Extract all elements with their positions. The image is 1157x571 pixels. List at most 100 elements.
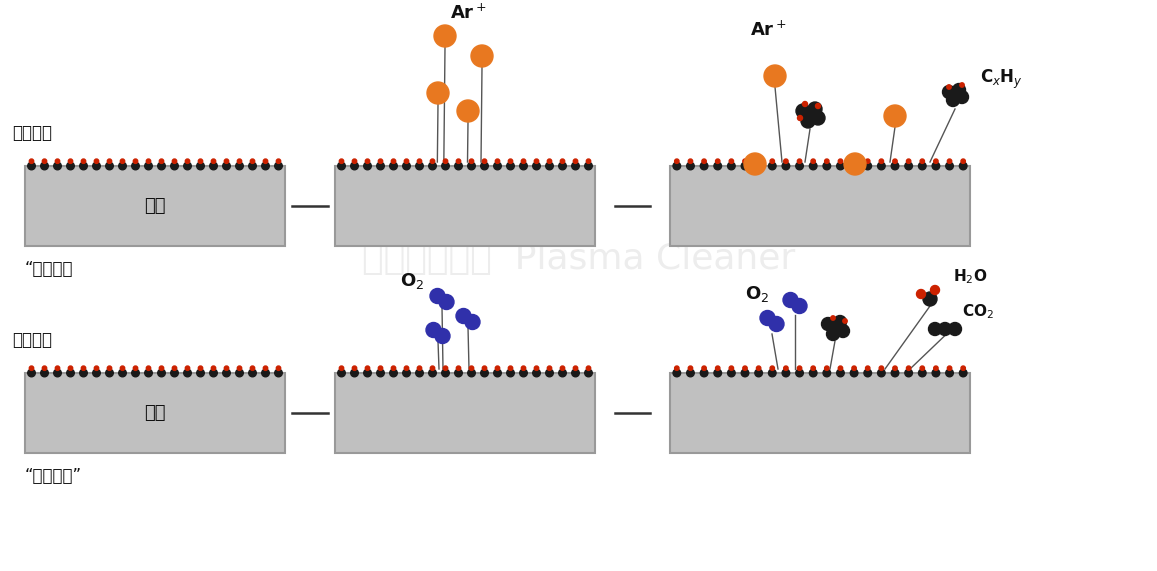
Circle shape — [879, 366, 884, 371]
Text: 有机残留: 有机残留 — [12, 124, 52, 142]
Circle shape — [714, 162, 722, 170]
Circle shape — [837, 162, 845, 170]
Circle shape — [546, 369, 553, 377]
Circle shape — [945, 162, 953, 170]
Circle shape — [675, 366, 679, 371]
Circle shape — [81, 159, 86, 163]
Circle shape — [29, 366, 34, 371]
Circle shape — [95, 159, 98, 163]
Text: Ar$^+$: Ar$^+$ — [450, 3, 487, 23]
Circle shape — [546, 162, 553, 170]
Text: “化学反应”: “化学反应” — [25, 467, 82, 485]
Circle shape — [852, 366, 856, 371]
Circle shape — [559, 369, 566, 377]
Circle shape — [823, 162, 831, 170]
Circle shape — [877, 369, 885, 377]
Circle shape — [56, 159, 60, 163]
Circle shape — [948, 366, 952, 371]
Circle shape — [171, 162, 178, 170]
Circle shape — [184, 369, 191, 377]
Circle shape — [796, 162, 803, 170]
Circle shape — [377, 162, 384, 170]
Circle shape — [80, 162, 87, 170]
Circle shape — [434, 25, 456, 47]
Circle shape — [850, 162, 857, 170]
Circle shape — [471, 45, 493, 67]
Circle shape — [93, 369, 101, 377]
Circle shape — [442, 369, 449, 377]
Circle shape — [783, 159, 788, 163]
Circle shape — [961, 159, 965, 163]
Circle shape — [120, 366, 125, 371]
Circle shape — [212, 366, 215, 371]
Circle shape — [185, 366, 190, 371]
Circle shape — [338, 162, 345, 170]
Circle shape — [430, 159, 435, 163]
Circle shape — [146, 366, 150, 371]
Circle shape — [40, 162, 49, 170]
Circle shape — [810, 369, 817, 377]
Text: C$_x$H$_y$: C$_x$H$_y$ — [980, 68, 1023, 91]
Circle shape — [415, 162, 423, 170]
Circle shape — [224, 366, 229, 371]
Circle shape — [797, 366, 802, 371]
Circle shape — [673, 162, 680, 170]
Circle shape — [714, 369, 722, 377]
Circle shape — [197, 162, 205, 170]
Circle shape — [933, 369, 939, 377]
Circle shape — [535, 366, 539, 371]
Circle shape — [700, 162, 708, 170]
Circle shape — [930, 286, 939, 295]
Circle shape — [430, 366, 435, 371]
Circle shape — [132, 162, 139, 170]
Circle shape — [729, 366, 734, 371]
Circle shape — [961, 366, 965, 371]
Circle shape — [508, 159, 513, 163]
Circle shape — [185, 159, 190, 163]
Circle shape — [403, 369, 411, 377]
Circle shape — [811, 159, 816, 163]
Circle shape — [507, 369, 515, 377]
Bar — [670, 166, 970, 246]
Circle shape — [729, 159, 734, 163]
Bar — [25, 373, 285, 453]
Circle shape — [390, 162, 397, 170]
Circle shape — [839, 159, 842, 163]
Circle shape — [133, 366, 138, 371]
Circle shape — [728, 162, 735, 170]
Circle shape — [831, 316, 835, 320]
Circle shape — [429, 162, 436, 170]
Circle shape — [865, 159, 870, 163]
Circle shape — [415, 369, 423, 377]
Circle shape — [442, 162, 449, 170]
Circle shape — [93, 162, 101, 170]
Circle shape — [547, 159, 552, 163]
Circle shape — [574, 366, 577, 371]
Text: O$_2$: O$_2$ — [400, 271, 425, 291]
Circle shape — [418, 366, 421, 371]
Circle shape — [28, 369, 36, 377]
Circle shape — [744, 153, 766, 175]
Text: H$_2$O: H$_2$O — [953, 267, 987, 286]
Circle shape — [456, 366, 460, 371]
Bar — [25, 166, 285, 246]
Circle shape — [673, 369, 680, 377]
Circle shape — [850, 369, 857, 377]
Circle shape — [797, 115, 803, 120]
Circle shape — [754, 369, 762, 377]
Circle shape — [160, 159, 163, 163]
Circle shape — [920, 159, 924, 163]
Circle shape — [120, 159, 125, 163]
Circle shape — [879, 159, 884, 163]
Circle shape — [893, 366, 897, 371]
Circle shape — [686, 162, 694, 170]
Circle shape — [715, 159, 720, 163]
Circle shape — [560, 366, 565, 371]
Circle shape — [797, 159, 802, 163]
Circle shape — [494, 162, 501, 170]
Circle shape — [905, 162, 913, 170]
Circle shape — [108, 366, 112, 371]
Circle shape — [274, 162, 282, 170]
Circle shape — [363, 369, 371, 377]
Circle shape — [956, 90, 968, 103]
